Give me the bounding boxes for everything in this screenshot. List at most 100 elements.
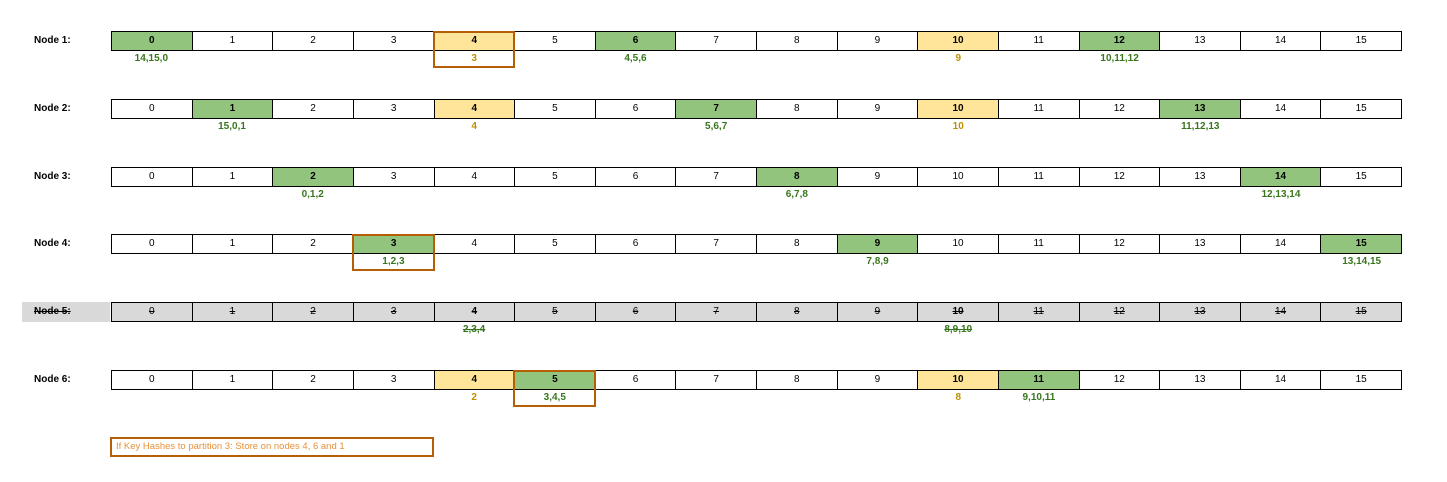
partition-cell: 6 [595, 303, 677, 321]
partition-cell: 0 [112, 303, 193, 321]
partition-cell: 14 [1241, 32, 1322, 50]
replica-range-label: 3 [471, 53, 477, 64]
partition-cell: 12 [1080, 168, 1161, 186]
replica-range-label: 2,3,4 [462, 324, 486, 335]
partition-cell: 15 [1321, 32, 1402, 50]
partition-cell: 4 [434, 100, 516, 118]
node-label: Node 4: [34, 238, 71, 249]
partition-cell: 9 [838, 100, 919, 118]
partition-cell: 0 [112, 371, 193, 389]
partition-cell: 7 [676, 303, 757, 321]
partition-cell: 5 [515, 32, 596, 50]
node-row: 0 1 2 3 4 5 6 7 8 9 10 11 12 13 14 15 [111, 167, 1402, 187]
replica-range-label: 1,2,3 [382, 256, 405, 267]
replica-range-label: 4,5,6 [624, 53, 647, 64]
partition-cell: 10 [918, 303, 999, 321]
partition-cell: 12 [1080, 100, 1161, 118]
partition-cell: 15 [1321, 168, 1402, 186]
partition-cell: 2 [273, 168, 354, 186]
partition-cell: 3 [353, 303, 435, 321]
partition-cell: 5 [515, 100, 596, 118]
partition-cell: 12 [1080, 371, 1161, 389]
partition-cell: 4 [435, 235, 516, 253]
partition-cell: 9 [837, 235, 919, 253]
partition-cell: 4 [434, 303, 516, 321]
partition-cell: 1 [193, 32, 274, 50]
replica-range-label: 4 [471, 121, 477, 132]
partition-cell: 13 [1160, 235, 1241, 253]
replica-range-label: 2 [471, 392, 477, 403]
replica-range-label: 10,11,12 [1100, 53, 1139, 64]
partition-cell: 6 [596, 100, 677, 118]
node-row: 0 1 2 3 4 5 6 7 8 9 10 11 12 13 14 15 [111, 302, 1402, 322]
partition-cell: 7 [676, 32, 757, 50]
partition-cell: 7 [676, 100, 757, 118]
partition-cell: 11 [999, 32, 1080, 50]
partition-cell: 2 [273, 100, 354, 118]
replica-range-label: 14,15,0 [134, 53, 169, 64]
partition-cell: 7 [676, 235, 757, 253]
partition-cell: 11 [998, 371, 1080, 389]
node-label: Node 3: [34, 171, 71, 182]
partition-cell: 0 [112, 235, 193, 253]
partition-cell: 10 [918, 100, 999, 118]
partition-cell: 13 [1160, 168, 1241, 186]
partition-cell: 13 [1160, 100, 1241, 118]
node-label: Node 6: [34, 374, 71, 385]
node-label: Node 2: [34, 103, 71, 114]
partition-cell: 15 [1321, 371, 1402, 389]
partition-cell: 1 [192, 303, 274, 321]
partition-cell: 1 [193, 235, 274, 253]
replica-range-label: 8,9,10 [944, 324, 973, 335]
node-row: 0 1 2 3 4 5 6 7 8 9 10 11 12 13 14 15 [111, 31, 1402, 51]
replica-range-label: 9,10,11 [1022, 392, 1056, 403]
replica-range-label: 5,6,7 [705, 121, 728, 132]
partition-cell: 13 [1160, 32, 1241, 50]
partition-cell: 0 [112, 168, 193, 186]
partition-cell: 1 [193, 371, 274, 389]
partition-cell: 3 [354, 100, 435, 118]
partition-cell: 0 [112, 100, 193, 118]
partition-cell: 2 [273, 371, 354, 389]
replica-range-label: 13,14,15 [1342, 256, 1382, 267]
partition-cell: 11 [999, 168, 1080, 186]
partition-cell: 5 [515, 168, 596, 186]
partition-cell: 8 [757, 32, 838, 50]
partition-cell: 5 [515, 303, 596, 321]
partition-cell: 1 [193, 168, 274, 186]
partition-cell: 15 [1321, 303, 1402, 321]
partition-cell: 8 [757, 371, 838, 389]
partition-cell: 8 [757, 100, 838, 118]
partition-cell: 6 [596, 235, 677, 253]
replica-range-label: 15,0,1 [218, 121, 246, 132]
replica-range-label: 12,13,14 [1261, 189, 1301, 200]
partition-cell: 11 [999, 100, 1080, 118]
partition-cell: 2 [273, 32, 354, 50]
node-row: 0 1 2 3 4 5 6 7 8 9 10 11 12 13 14 15 [111, 234, 1402, 254]
partition-cell: 7 [676, 168, 757, 186]
partition-cell: 4 [434, 371, 516, 389]
partition-cell: 14 [1241, 235, 1322, 253]
replica-range-label: 7,8,9 [866, 256, 889, 267]
partition-cell: 15 [1321, 235, 1402, 253]
partition-cell: 12 [1080, 235, 1161, 253]
highlight-box [513, 370, 597, 407]
storage-note: If Key Hashes to partition 3: Store on n… [110, 437, 434, 457]
replica-range-label: 8 [955, 392, 961, 403]
partition-cell: 0 [112, 32, 193, 50]
partition-cell: 7 [676, 371, 757, 389]
partition-cell: 12 [1079, 32, 1161, 50]
partition-cell: 6 [596, 371, 677, 389]
partition-cell: 5 [515, 235, 596, 253]
replica-range-label: 3,4,5 [543, 392, 566, 403]
partition-cell: 15 [1321, 100, 1402, 118]
partition-cell: 3 [354, 371, 435, 389]
partition-cell: 10 [918, 32, 999, 50]
partition-cell: 6 [596, 168, 677, 186]
replica-range-label: 11,12,13 [1181, 121, 1220, 132]
replica-range-label: 0,1,2 [301, 189, 324, 200]
partition-cell: 11 [998, 303, 1080, 321]
partition-cell: 10 [918, 168, 999, 186]
partition-cell: 8 [757, 168, 838, 186]
node-row: 0 1 2 3 4 5 6 7 8 9 10 11 12 13 14 15 [111, 370, 1402, 390]
